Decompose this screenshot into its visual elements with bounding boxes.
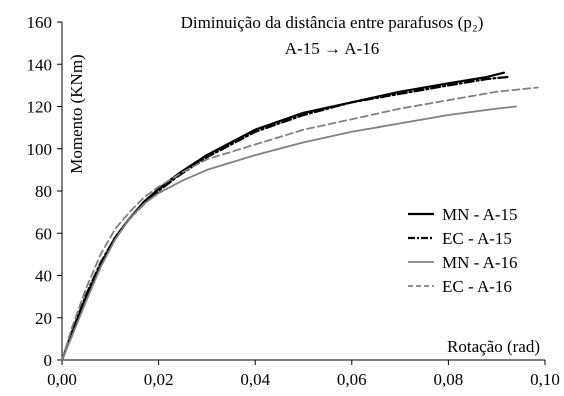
x-tick-label: 0,02 [144, 370, 174, 389]
x-tick-label: 0,06 [337, 370, 367, 389]
y-tick-label: 100 [27, 140, 53, 159]
chart-subtitle: A-15 → A-16 [285, 39, 379, 58]
legend: MN - A-15 EC - A-15 MN - A-16 EC - A-16 [408, 205, 518, 296]
y-tick-label: 60 [35, 224, 52, 243]
y-tick-label: 20 [35, 309, 52, 328]
y-tick-label: 0 [44, 351, 53, 370]
x-tick-label: 0,10 [530, 370, 560, 389]
chart-title: Diminuição da distância entre parafusos … [181, 13, 484, 32]
x-tick-label: 0,08 [434, 370, 464, 389]
series-line-3 [61, 86, 539, 361]
y-tick-label: 40 [35, 267, 52, 286]
x-tick-label: 0,04 [240, 370, 270, 389]
legend-label: EC - A-16 [442, 277, 512, 296]
y-ticks: 0 20 40 60 80 100 120 140 160 [27, 13, 62, 370]
y-tick-label: 80 [35, 182, 52, 201]
y-tick-label: 140 [27, 55, 53, 74]
y-tick-label: 160 [27, 13, 53, 32]
series-line-2 [61, 105, 517, 361]
legend-label: MN - A-15 [442, 205, 518, 224]
y-axis-title: Momento (KNm) [67, 54, 86, 173]
legend-label: EC - A-15 [442, 229, 512, 248]
x-axis-title: Rotação (rad) [447, 337, 540, 356]
series-layer [60, 71, 539, 362]
legend-label: MN - A-16 [442, 253, 518, 272]
x-tick-label: 0,00 [47, 370, 77, 389]
series-line-0 [60, 71, 505, 362]
y-tick-label: 120 [27, 98, 53, 117]
axes [61, 22, 545, 361]
x-ticks: 0,00 0,02 0,04 0,06 0,08 0,10 [47, 360, 560, 389]
